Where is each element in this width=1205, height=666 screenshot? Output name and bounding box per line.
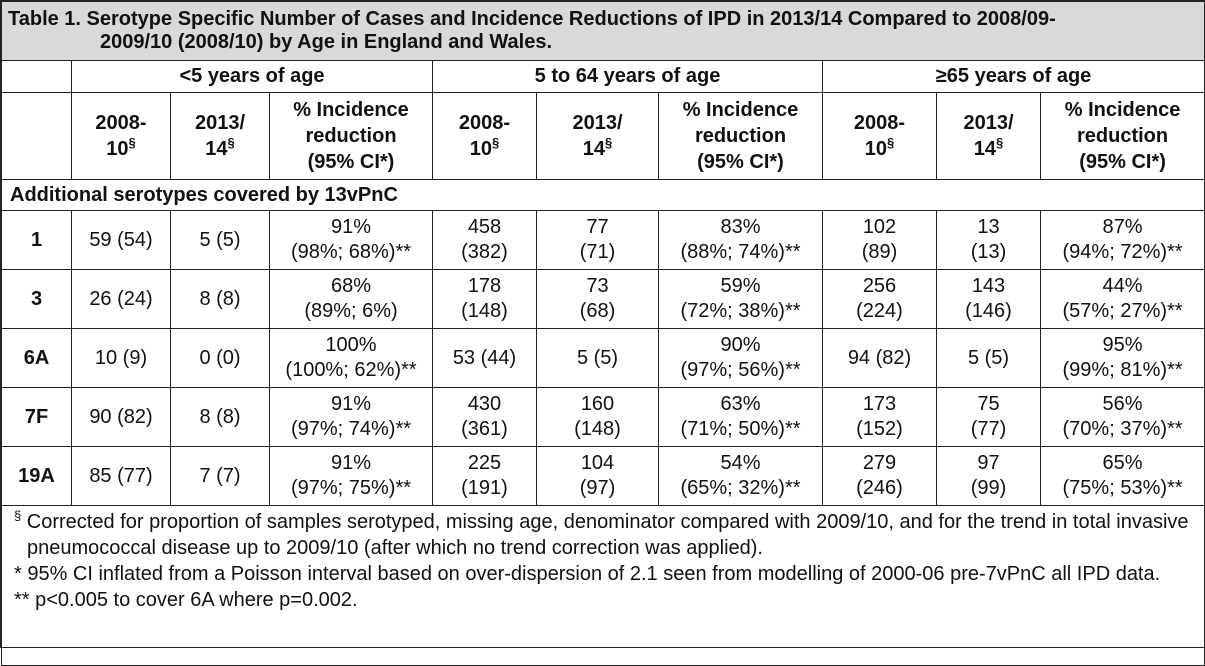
footnotes: § Corrected for proportion of samples se…	[0, 505, 1205, 666]
serotype-cell: 6A	[1, 328, 72, 388]
reduction-cell: 56% (70%; 37%)**	[1039, 387, 1205, 447]
value-cell: 90 (82)	[71, 387, 171, 447]
reduction-cell: 95% (99%; 81%)**	[1039, 328, 1205, 388]
col-header-2008-10: 2008- 10§	[71, 92, 171, 180]
value-cell: 0 (0)	[170, 328, 270, 388]
value-cell: 430 (361)	[432, 387, 537, 447]
footnote-section-mark: § Corrected for proportion of samples se…	[14, 508, 1189, 559]
value-cell: 5 (5)	[170, 210, 270, 270]
col-header-reduction: % Incidence reduction (95% CI*)	[658, 92, 823, 180]
value-cell: 97 (99)	[936, 446, 1041, 506]
title-line-2: 2009/10 (2008/10) by Age in England and …	[100, 31, 553, 53]
value-cell: 8 (8)	[170, 269, 270, 329]
value-cell: 102 (89)	[822, 210, 937, 270]
value-cell: 94 (82)	[822, 328, 937, 388]
footnote-asterisk: * 95% CI inflated from a Poisson interva…	[14, 563, 1161, 585]
group-header-65-plus: ≥65 years of age	[821, 60, 1205, 93]
value-cell: 104 (97)	[536, 446, 659, 506]
reduction-cell: 83% (88%; 74%)**	[658, 210, 823, 270]
reduction-cell: 54% (65%; 32%)**	[658, 446, 823, 506]
reduction-cell: 91% (98%; 68%)**	[269, 210, 433, 270]
value-cell: 458 (382)	[432, 210, 537, 270]
serotype-cell: 1	[1, 210, 72, 270]
reduction-cell: 100% (100%; 62%)**	[269, 328, 433, 388]
col-header-2013-14: 2013/14§	[170, 92, 270, 180]
col-header-2008-10: 2008- 10§	[822, 92, 937, 180]
value-cell: 178 (148)	[432, 269, 537, 329]
reduction-cell: 90% (97%; 56%)**	[658, 328, 823, 388]
group-header-under-5: <5 years of age	[71, 60, 433, 93]
value-cell: 53 (44)	[432, 328, 537, 388]
table-row: 19A 85 (77) 7 (7) 91% (97%; 75%)** 225 (19…	[1, 446, 1205, 506]
value-cell: 143 (146)	[936, 269, 1041, 329]
table-row: 6A 10 (9) 0 (0) 100% (100%; 62%)** 53 (44…	[1, 328, 1205, 388]
reduction-cell: 59% (72%; 38%)**	[658, 269, 823, 329]
value-cell: 59 (54)	[71, 210, 171, 270]
corner-cell	[1, 92, 72, 180]
col-header-reduction: % Incidence reduction (95% CI*)	[269, 92, 433, 180]
corner-cell	[1, 60, 72, 93]
value-cell: 173 (152)	[822, 387, 937, 447]
value-cell: 5 (5)	[936, 328, 1041, 388]
value-cell: 7 (7)	[170, 446, 270, 506]
title-line-1: Table 1. Serotype Specific Number of Cas…	[8, 8, 1056, 30]
reduction-cell: 68% (89%; 6%)	[269, 269, 433, 329]
table-title: Table 1. Serotype Specific Number of Cas…	[0, 1, 1205, 61]
reduction-cell: 91% (97%; 75%)**	[269, 446, 433, 506]
footnote-double-asterisk: ** p<0.005 to cover 6A where p=0.002.	[14, 589, 358, 611]
group-header-5-to-64: 5 to 64 years of age	[432, 60, 823, 93]
reduction-cell: 91% (97%; 74%)**	[269, 387, 433, 447]
reduction-cell: 87% (94%; 72%)**	[1039, 210, 1205, 270]
value-cell: 85 (77)	[71, 446, 171, 506]
table-row: 7F 90 (82) 8 (8) 91% (97%; 74%)** 430 (361…	[1, 387, 1205, 447]
reduction-cell: 44% (57%; 27%)**	[1039, 269, 1205, 329]
value-cell: 5 (5)	[536, 328, 659, 388]
serotype-cell: 19A	[1, 446, 72, 506]
value-cell: 13 (13)	[936, 210, 1041, 270]
col-header-2013-14: 2013/14§	[936, 92, 1041, 180]
reduction-cell: 65% (75%; 53%)**	[1039, 446, 1205, 506]
value-cell: 77 (71)	[536, 210, 659, 270]
value-cell: 225 (191)	[432, 446, 537, 506]
table-row: 1 59 (54) 5 (5) 91% (98%; 68%)** 458 (382)…	[1, 210, 1205, 270]
value-cell: 256 (224)	[822, 269, 937, 329]
serotype-cell: 7F	[1, 387, 72, 447]
section-label: Additional serotypes covered by 13vPnC	[0, 179, 1205, 211]
reduction-cell: 63% (71%; 50%)**	[658, 387, 823, 447]
value-cell: 8 (8)	[170, 387, 270, 447]
table-row: 3 26 (24) 8 (8) 68% (89%; 6%) 178 (148) 73…	[1, 269, 1205, 329]
value-cell: 160 (148)	[536, 387, 659, 447]
value-cell: 279 (246)	[822, 446, 937, 506]
value-cell: 75 (77)	[936, 387, 1041, 447]
col-header-2008-10: 2008- 10§	[432, 92, 537, 180]
value-cell: 26 (24)	[71, 269, 171, 329]
col-header-2013-14: 2013/14§	[536, 92, 659, 180]
col-header-reduction: % Incidence reduction (95% CI*)	[1039, 92, 1205, 180]
value-cell: 10 (9)	[71, 328, 171, 388]
serotype-cell: 3	[1, 269, 72, 329]
value-cell: 73 (68)	[536, 269, 659, 329]
